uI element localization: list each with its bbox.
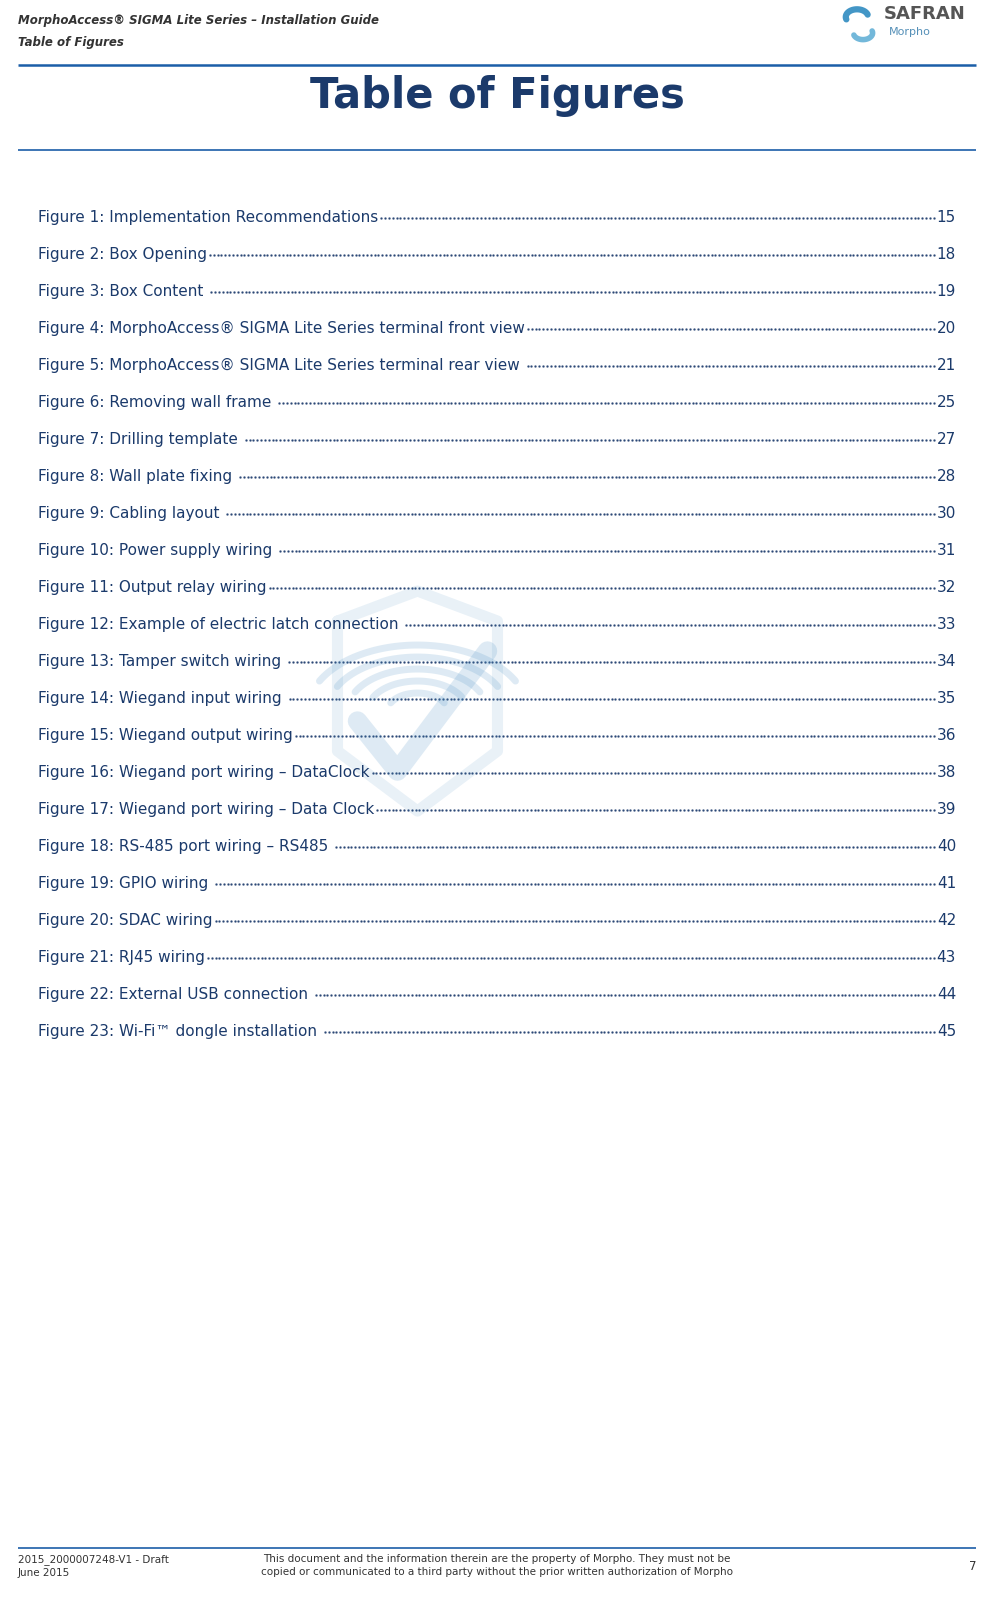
Text: 41: 41 <box>936 876 956 890</box>
Text: 39: 39 <box>936 802 956 818</box>
Text: 30: 30 <box>936 506 956 520</box>
Text: Figure 2: Box Opening: Figure 2: Box Opening <box>38 247 207 262</box>
Text: 27: 27 <box>936 431 956 448</box>
Text: Figure 15: Wiegand output wiring: Figure 15: Wiegand output wiring <box>38 727 293 743</box>
Text: Figure 21: RJ45 wiring: Figure 21: RJ45 wiring <box>38 950 205 965</box>
Text: 19: 19 <box>936 284 956 299</box>
Text: 34: 34 <box>936 654 956 669</box>
Text: 2015_2000007248-V1 - Draft: 2015_2000007248-V1 - Draft <box>18 1555 169 1564</box>
Text: Table of Figures: Table of Figures <box>18 36 124 48</box>
Text: Figure 6: Removing wall frame: Figure 6: Removing wall frame <box>38 394 276 410</box>
Text: Table of Figures: Table of Figures <box>309 74 685 116</box>
Text: Figure 11: Output relay wiring: Figure 11: Output relay wiring <box>38 580 266 595</box>
Text: 20: 20 <box>936 322 956 336</box>
Text: This document and the information therein are the property of Morpho. They must : This document and the information therei… <box>261 1555 733 1577</box>
Text: June 2015: June 2015 <box>18 1568 71 1577</box>
Text: 31: 31 <box>936 543 956 558</box>
Text: 25: 25 <box>936 394 956 410</box>
Text: Figure 12: Example of electric latch connection: Figure 12: Example of electric latch con… <box>38 617 404 632</box>
Text: 42: 42 <box>936 913 956 928</box>
Text: Figure 9: Cabling layout: Figure 9: Cabling layout <box>38 506 225 520</box>
Text: 32: 32 <box>936 580 956 595</box>
Text: Figure 8: Wall plate fixing: Figure 8: Wall plate fixing <box>38 469 237 485</box>
Text: Figure 17: Wiegand port wiring – Data Clock: Figure 17: Wiegand port wiring – Data Cl… <box>38 802 375 818</box>
Text: Figure 16: Wiegand port wiring – DataClock: Figure 16: Wiegand port wiring – DataClo… <box>38 764 370 781</box>
Text: 40: 40 <box>936 839 956 853</box>
Text: Figure 14: Wiegand input wiring: Figure 14: Wiegand input wiring <box>38 692 286 706</box>
Text: Figure 18: RS-485 port wiring – RS485: Figure 18: RS-485 port wiring – RS485 <box>38 839 333 853</box>
Text: 21: 21 <box>936 359 956 373</box>
Text: 38: 38 <box>936 764 956 781</box>
Text: 44: 44 <box>936 987 956 1002</box>
Text: 28: 28 <box>936 469 956 485</box>
Text: Figure 5: MorphoAccess® SIGMA Lite Series terminal rear view: Figure 5: MorphoAccess® SIGMA Lite Serie… <box>38 359 525 373</box>
Text: Figure 13: Tamper switch wiring: Figure 13: Tamper switch wiring <box>38 654 286 669</box>
Text: 33: 33 <box>936 617 956 632</box>
Text: 7: 7 <box>968 1559 976 1572</box>
Text: 15: 15 <box>936 210 956 225</box>
Text: Figure 10: Power supply wiring: Figure 10: Power supply wiring <box>38 543 277 558</box>
Text: Figure 22: External USB connection: Figure 22: External USB connection <box>38 987 313 1002</box>
Text: Figure 7: Drilling template: Figure 7: Drilling template <box>38 431 243 448</box>
Text: MorphoAccess® SIGMA Lite Series – Installation Guide: MorphoAccess® SIGMA Lite Series – Instal… <box>18 15 379 27</box>
Text: 18: 18 <box>936 247 956 262</box>
Text: Figure 19: GPIO wiring: Figure 19: GPIO wiring <box>38 876 213 890</box>
Text: Figure 23: Wi-Fi™ dongle installation: Figure 23: Wi-Fi™ dongle installation <box>38 1025 322 1039</box>
Text: 45: 45 <box>936 1025 956 1039</box>
Text: Morpho: Morpho <box>889 27 930 37</box>
Text: Figure 1: Implementation Recommendations: Figure 1: Implementation Recommendations <box>38 210 379 225</box>
Text: 43: 43 <box>936 950 956 965</box>
Text: Figure 20: SDAC wiring: Figure 20: SDAC wiring <box>38 913 213 928</box>
Text: Figure 3: Box Content: Figure 3: Box Content <box>38 284 209 299</box>
Text: 35: 35 <box>936 692 956 706</box>
Text: Figure 4: MorphoAccess® SIGMA Lite Series terminal front view: Figure 4: MorphoAccess® SIGMA Lite Serie… <box>38 322 525 336</box>
Text: SAFRAN: SAFRAN <box>884 5 966 23</box>
Text: 36: 36 <box>936 727 956 743</box>
